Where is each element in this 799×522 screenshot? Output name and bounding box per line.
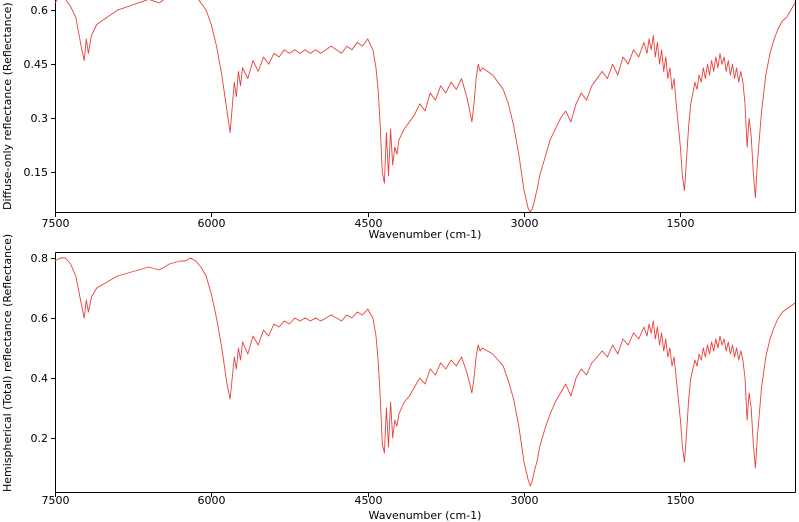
spectrum-line [54,257,796,487]
y-tick-label: 0.8 [31,252,49,265]
spectrum-line [54,0,796,213]
hemispherical-plot-area: 7500 6000 4500 3000 1500 0.2 0.4 0.6 0.8 [31,252,796,507]
hemispherical-reflectance-chart: Hemispherical (Total) reflectance (Refle… [0,234,799,522]
x-tick-label: 7500 [42,217,70,230]
diffuse-plot-area: 7500 6000 4500 3000 1500 0.15 0.3 0.45 0.6 [24,0,796,230]
y-tick-label: 0.4 [31,372,49,385]
y-tick-label: 0.6 [31,4,49,17]
x-tick-label: 1500 [667,494,695,507]
diffuse-x-axis-title: Wavenumber (cm-1) [368,228,482,241]
x-tick-label: 3000 [511,217,539,230]
y-tick-label: 0.15 [24,166,49,179]
y-tick-label: 0.45 [24,58,49,71]
x-tick-label: 3000 [511,494,539,507]
x-tick-label: 7500 [42,494,70,507]
x-tick-label: 1500 [667,217,695,230]
y-tick-label: 0.6 [31,312,49,325]
y-tick-label: 0.2 [31,432,49,445]
x-tick-label: 6000 [198,217,226,230]
diffuse-reflectance-chart: Diffuse-only reflectance (Reflectance) 7… [0,0,799,243]
x-tick-label: 4500 [355,217,383,230]
x-tick-label: 4500 [355,494,383,507]
x-tick-label: 6000 [198,494,226,507]
y-tick-label: 0.3 [31,112,49,125]
